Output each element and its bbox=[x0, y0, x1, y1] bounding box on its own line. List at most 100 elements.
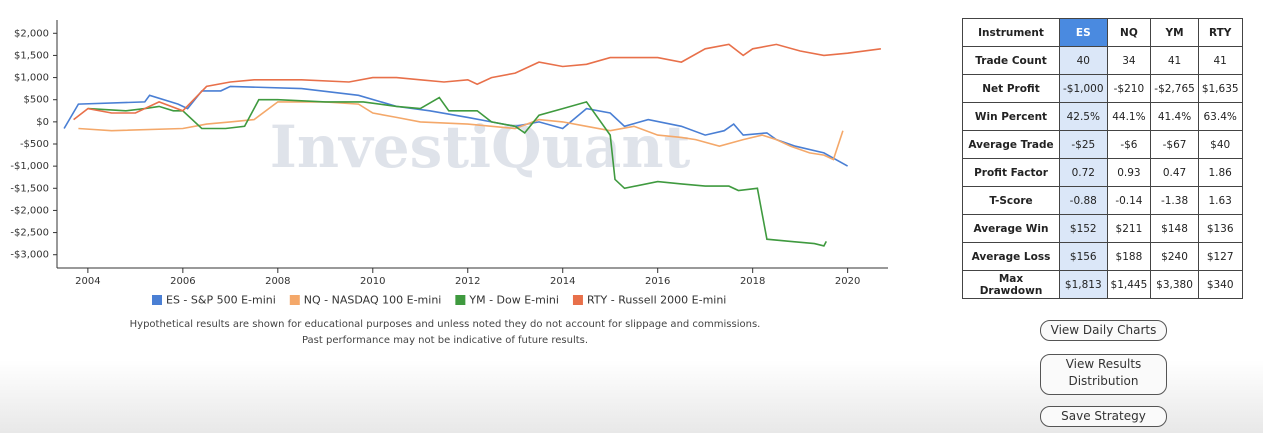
series-line bbox=[78, 101, 844, 161]
table-cell: $156 bbox=[1059, 242, 1108, 271]
table-cell: 42.5% bbox=[1059, 102, 1108, 131]
legend-swatch bbox=[455, 295, 466, 305]
table-cell: -0.88 bbox=[1059, 186, 1108, 215]
table-cell: $3,380 bbox=[1150, 270, 1199, 299]
watermark: InvestiQuant bbox=[270, 113, 691, 181]
table-cell: $136 bbox=[1197, 214, 1243, 243]
legend-swatch bbox=[289, 295, 300, 305]
y-tick-label: $1,500 bbox=[14, 50, 49, 61]
y-tick-label: -$1,000 bbox=[10, 161, 49, 172]
table-row: Average Trade -$25 -$6 -$67 $40 bbox=[962, 130, 1243, 159]
table-row: Profit Factor 0.72 0.93 0.47 1.86 bbox=[962, 158, 1243, 187]
table-cell: Net Profit bbox=[962, 74, 1060, 103]
legend-label: YM - Dow E-mini bbox=[468, 294, 559, 307]
table-row: Average Win $152 $211 $148 $136 bbox=[962, 214, 1243, 243]
table-cell: 41 bbox=[1150, 46, 1199, 75]
y-tick-label: -$2,500 bbox=[10, 228, 49, 239]
table-cell[interactable]: RTY bbox=[1197, 18, 1243, 47]
table-cell: 41 bbox=[1197, 46, 1243, 75]
table-cell: Average Win bbox=[962, 214, 1060, 243]
legend-swatch bbox=[572, 295, 583, 305]
table-cell: 40 bbox=[1059, 46, 1108, 75]
table-cell: $127 bbox=[1197, 242, 1243, 271]
table-cell: 44.1% bbox=[1106, 102, 1152, 131]
table-row: Net Profit -$1,000 -$210 -$2,765 $1,635 bbox=[962, 74, 1243, 103]
table-row: Instrument ES NQ YM RTY bbox=[962, 18, 1243, 47]
table-cell: $1,813 bbox=[1059, 270, 1108, 299]
table-cell: 41.4% bbox=[1150, 102, 1199, 131]
table-cell: -$2,765 bbox=[1150, 74, 1199, 103]
button[interactable]: View Results Distribution bbox=[1040, 354, 1167, 395]
table-cell: 34 bbox=[1106, 46, 1152, 75]
button[interactable]: Save Strategy bbox=[1040, 406, 1167, 427]
table-cell[interactable]: YM bbox=[1150, 18, 1199, 47]
table-cell: -1.38 bbox=[1150, 186, 1199, 215]
y-tick-label: $2,000 bbox=[14, 28, 49, 39]
table-cell: 0.47 bbox=[1150, 158, 1199, 187]
stats-table: Instrument ES NQ YM RTY Trade Count 40 34 41 41 Ne… bbox=[962, 18, 1243, 299]
table-cell: 63.4% bbox=[1197, 102, 1243, 131]
x-tick-label: 2006 bbox=[170, 276, 195, 287]
x-tick-label: 2020 bbox=[835, 276, 860, 287]
table-cell: -0.14 bbox=[1106, 186, 1152, 215]
table-cell[interactable]: NQ bbox=[1106, 18, 1152, 47]
y-tick-label: $0 bbox=[36, 117, 49, 128]
table-cell: $1,445 bbox=[1106, 270, 1152, 299]
x-tick-label: 2004 bbox=[75, 276, 100, 287]
y-tick-label: -$2,000 bbox=[10, 205, 49, 216]
button[interactable]: View Daily Charts bbox=[1040, 320, 1167, 341]
table-cell: Trade Count bbox=[962, 46, 1060, 75]
table-cell: 1.63 bbox=[1197, 186, 1243, 215]
series-line bbox=[73, 43, 882, 121]
table-cell: $148 bbox=[1150, 214, 1199, 243]
table-cell: $188 bbox=[1106, 242, 1152, 271]
legend-label: RTY - Russell 2000 E-mini bbox=[587, 294, 726, 307]
table-cell: Average Loss bbox=[962, 242, 1060, 271]
table-cell: -$1,000 bbox=[1059, 74, 1108, 103]
y-tick-label: -$1,500 bbox=[10, 183, 49, 194]
table-row: Max Drawdown $1,813 $1,445 $3,380 $340 bbox=[962, 270, 1243, 299]
x-tick-label: 2016 bbox=[645, 276, 670, 287]
table-cell: -$25 bbox=[1059, 130, 1108, 159]
table-cell: $40 bbox=[1197, 130, 1243, 159]
y-tick-label: -$500 bbox=[20, 139, 49, 150]
x-tick-label: 2014 bbox=[550, 276, 575, 287]
table-cell: -$67 bbox=[1150, 130, 1199, 159]
y-tick-label: $1,000 bbox=[14, 73, 49, 84]
table-cell: $152 bbox=[1059, 214, 1108, 243]
legend-label: NQ - NASDAQ 100 E-mini bbox=[304, 294, 442, 307]
chart: InvestiQuant -$3,000 -$2,500 -$2,000 -$1,50… bbox=[10, 20, 888, 307]
table-cell: Instrument bbox=[962, 18, 1060, 47]
table-cell: Win Percent bbox=[962, 102, 1060, 131]
x-tick-label: 2008 bbox=[265, 276, 290, 287]
table-row: T-Score -0.88 -0.14 -1.38 1.63 bbox=[962, 186, 1243, 215]
table-row: Trade Count 40 34 41 41 bbox=[962, 46, 1243, 75]
table-cell: $240 bbox=[1150, 242, 1199, 271]
series-line bbox=[87, 96, 828, 247]
disclaimer: Hypothetical results are shown for educa… bbox=[129, 319, 761, 330]
table-cell: $211 bbox=[1106, 214, 1152, 243]
table-cell: $1,635 bbox=[1197, 74, 1243, 103]
disclaimer: Past performance may not be indicative o… bbox=[301, 335, 589, 346]
y-tick-label: -$3,000 bbox=[10, 250, 49, 261]
table-cell: 1.86 bbox=[1197, 158, 1243, 187]
x-tick-label: 2018 bbox=[740, 276, 765, 287]
table-cell: Average Trade bbox=[962, 130, 1060, 159]
y-tick-label: $500 bbox=[24, 95, 49, 106]
table-cell: Profit Factor bbox=[962, 158, 1060, 187]
x-tick-label: 2010 bbox=[360, 276, 385, 287]
x-tick-label: 2012 bbox=[455, 276, 480, 287]
table-cell: 0.72 bbox=[1059, 158, 1108, 187]
legend-swatch bbox=[152, 295, 162, 305]
table-row: Win Percent 42.5% 44.1% 41.4% 63.4% bbox=[962, 102, 1243, 131]
table-cell: $340 bbox=[1197, 270, 1243, 299]
table-cell: Max Drawdown bbox=[962, 270, 1060, 299]
table-cell: -$210 bbox=[1106, 74, 1152, 103]
table-cell: T-Score bbox=[962, 186, 1060, 215]
table-row: Average Loss $156 $188 $240 $127 bbox=[962, 242, 1243, 271]
table-cell[interactable]: ES bbox=[1059, 18, 1108, 47]
table-cell: -$6 bbox=[1106, 130, 1152, 159]
table-cell: 0.93 bbox=[1106, 158, 1152, 187]
legend-label: ES - S&P 500 E-mini bbox=[166, 294, 276, 307]
